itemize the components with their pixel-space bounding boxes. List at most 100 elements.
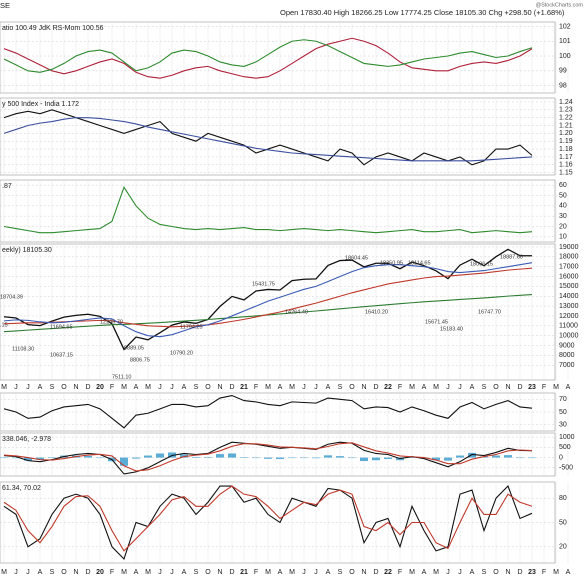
histogram-bar (96, 457, 104, 459)
y-tick-label: 1.19 (559, 138, 573, 145)
histogram-bar (384, 457, 392, 460)
y-tick-label: 1.16 (559, 162, 573, 169)
x-tick-label: J (158, 384, 162, 391)
x-tick-label: S (338, 569, 343, 576)
x-tick-label: D (229, 384, 234, 391)
histogram-bar (300, 457, 308, 459)
price-annotation: 18096.15 (470, 261, 493, 267)
price-annotation: 11794.25 (180, 324, 203, 330)
panel-legend: 61.34, 70.02 (2, 485, 41, 492)
x-tick-label: D (229, 569, 234, 576)
x-tick-label: 20 (96, 569, 104, 576)
x-tick-label: J (302, 384, 306, 391)
x-tick-label: J (458, 569, 462, 576)
x-tick-label: M (1, 384, 7, 391)
x-tick-label: D (85, 384, 90, 391)
x-tick-label: S (194, 569, 199, 576)
x-tick-label: O (205, 384, 211, 391)
histogram-bar (240, 457, 248, 458)
x-tick-label: A (182, 384, 187, 391)
histogram-bar (516, 457, 524, 459)
x-tick-label: A (326, 569, 331, 576)
price-annotation: 12246.70 (100, 319, 123, 325)
histogram-bar (144, 455, 152, 458)
panel-frame (0, 21, 556, 94)
histogram-bar (276, 457, 284, 460)
histogram-bar (468, 452, 476, 458)
price-annotation: 18887.60 (500, 254, 523, 260)
x-tick-label: A (134, 569, 139, 576)
x-tick-label: O (61, 384, 67, 391)
y-tick-label: 9000 (559, 342, 575, 349)
x-tick-label: M (121, 569, 127, 576)
x-tick-label: 23 (528, 569, 536, 576)
series-line (3, 109, 533, 166)
y-tick-label: 1.23 (559, 107, 573, 114)
histogram-bar (528, 457, 536, 459)
x-tick-label: A (326, 384, 331, 391)
price-annotation: 16747.70 (478, 309, 501, 315)
y-tick-label: 10000 (559, 332, 579, 339)
price-annotation: 8806.75 (130, 357, 150, 363)
y-tick-label: 1.24 (559, 99, 573, 106)
price-annotation: 9889.05 (124, 345, 144, 351)
panel-frame (0, 432, 556, 477)
x-tick-label: S (50, 384, 55, 391)
panel-legend: eekly) 18105.30 (2, 247, 52, 254)
x-tick-label: O (349, 569, 355, 576)
y-tick-label: 15000 (559, 283, 579, 290)
y-tick-label: 11000 (559, 323, 578, 330)
panel-legend: atio 100.49 JdK RS-Mom 100.56 (2, 25, 104, 32)
x-tick-label: J (158, 569, 162, 576)
price-annotation: 18604.45 (345, 255, 368, 261)
histogram-bar (48, 457, 56, 458)
price-annotation: 7511.10 (112, 374, 131, 380)
series-line (3, 267, 533, 328)
x-tick-label: O (61, 569, 67, 576)
panel-frame (0, 97, 556, 176)
x-tick-label: M (145, 569, 151, 576)
y-tick-label: 1.21 (559, 122, 573, 129)
x-tick-label: M (553, 384, 559, 391)
x-tick-label: M (145, 384, 151, 391)
x-tick-label: A (422, 384, 427, 391)
x-tick-label: O (349, 384, 355, 391)
x-tick-label: M (289, 384, 295, 391)
price-annotation: 14264.40 (285, 309, 308, 315)
y-tick-label: 1.18 (559, 146, 573, 153)
price-annotation: 15183.40 (440, 326, 463, 332)
y-tick-label: 60 (559, 182, 567, 189)
price-annotation: 18350.95 (380, 260, 403, 266)
x-tick-label: A (422, 569, 427, 576)
panel-frame (0, 481, 556, 564)
x-tick-label: A (470, 569, 475, 576)
series-line (3, 185, 533, 234)
panel-legend: 338.046, -2.978 (2, 436, 51, 443)
x-tick-label: M (409, 384, 415, 391)
histogram-bar (432, 457, 440, 461)
histogram-bar (360, 457, 368, 462)
y-tick-label: 500 (559, 444, 571, 451)
x-tick-label: N (73, 569, 78, 576)
x-tick-label: J (26, 384, 30, 391)
histogram-bar (264, 457, 272, 459)
x-tick-label: F (254, 384, 258, 391)
y-tick-label: 20 (559, 223, 567, 230)
histogram-bar (36, 457, 44, 460)
x-tick-label: M (553, 569, 559, 576)
histogram-bar (204, 456, 212, 458)
x-tick-label: S (50, 569, 55, 576)
y-tick-label: 1.22 (559, 114, 573, 121)
y-tick-label: 1000 (559, 434, 575, 441)
histogram-bar (24, 457, 32, 461)
price-annotation: 11694.65 (50, 324, 73, 330)
x-tick-label: F (110, 569, 114, 576)
histogram-bar (312, 457, 320, 459)
y-tick-label: 16000 (559, 273, 579, 280)
histogram-bar (216, 454, 224, 458)
x-tick-label: F (542, 384, 546, 391)
panel-frame (0, 392, 556, 432)
x-tick-label: D (85, 569, 90, 576)
histogram-bar (444, 457, 452, 461)
